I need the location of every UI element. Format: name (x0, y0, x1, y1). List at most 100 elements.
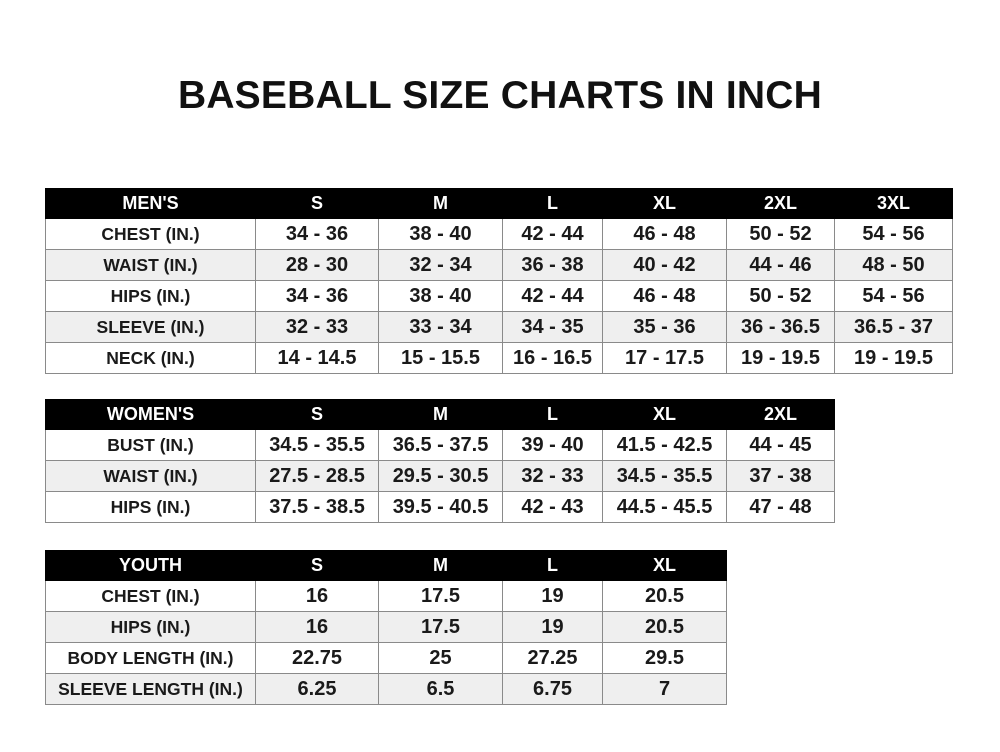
measurement-label: CHEST (IN.) (45, 580, 256, 612)
size-value: 34.5 - 35.5 (255, 429, 379, 461)
womens-size-table: WOMEN'S S M L XL 2XL BUST (IN.) 34.5 - 35.5 36.5… (45, 399, 835, 523)
size-value: 15 - 15.5 (378, 342, 503, 374)
table-row: WAIST (IN.) 28 - 30 32 - 34 36 - 38 40 - 42 4… (45, 249, 953, 281)
size-value: 22.75 (255, 642, 379, 674)
table-row: SLEEVE LENGTH (IN.) 6.25 6.5 6.75 7 (45, 673, 727, 705)
size-header: M (378, 188, 503, 219)
table-row: BUST (IN.) 34.5 - 35.5 36.5 - 37.5 39 - 40 4… (45, 429, 835, 461)
table-row: CHEST (IN.) 16 17.5 19 20.5 (45, 580, 727, 612)
size-value: 47 - 48 (726, 491, 835, 523)
size-value: 39 - 40 (502, 429, 603, 461)
page-title: BASEBALL SIZE CHARTS IN INCH (177, 74, 823, 117)
size-value: 33 - 34 (378, 311, 503, 343)
size-value: 50 - 52 (726, 280, 835, 312)
measurement-label: BUST (IN.) (45, 429, 256, 461)
measurement-label: BODY LENGTH (IN.) (45, 642, 256, 674)
size-value: 6.75 (502, 673, 603, 705)
size-value: 36.5 - 37 (834, 311, 953, 343)
size-header: S (255, 188, 379, 219)
size-value: 28 - 30 (255, 249, 379, 281)
size-value: 19 - 19.5 (834, 342, 953, 374)
size-header: 3XL (834, 188, 953, 219)
table-row: HIPS (IN.) 34 - 36 38 - 40 42 - 44 46 - 48 50… (45, 280, 953, 312)
size-value: 17.5 (378, 580, 503, 612)
size-value: 32 - 34 (378, 249, 503, 281)
size-value: 20.5 (602, 611, 727, 643)
size-value: 34 - 35 (502, 311, 603, 343)
size-value: 16 (255, 611, 379, 643)
size-value: 39.5 - 40.5 (378, 491, 503, 523)
size-header: L (502, 550, 603, 581)
size-header: XL (602, 188, 727, 219)
size-value: 36 - 36.5 (726, 311, 835, 343)
table-row: HIPS (IN.) 16 17.5 19 20.5 (45, 611, 727, 643)
category-header: WOMEN'S (45, 399, 256, 430)
size-value: 37.5 - 38.5 (255, 491, 379, 523)
size-header: 2XL (726, 399, 835, 430)
size-value: 32 - 33 (502, 460, 603, 492)
measurement-label: SLEEVE (IN.) (45, 311, 256, 343)
size-value: 46 - 48 (602, 280, 727, 312)
size-value: 34 - 36 (255, 280, 379, 312)
table-row: SLEEVE (IN.) 32 - 33 33 - 34 34 - 35 35 - 36… (45, 311, 953, 343)
size-header: L (502, 399, 603, 430)
measurement-label: NECK (IN.) (45, 342, 256, 374)
size-value: 44 - 45 (726, 429, 835, 461)
size-value: 34 - 36 (255, 218, 379, 250)
size-value: 19 - 19.5 (726, 342, 835, 374)
size-value: 16 - 16.5 (502, 342, 603, 374)
size-value: 54 - 56 (834, 280, 953, 312)
table-row: HIPS (IN.) 37.5 - 38.5 39.5 - 40.5 42 - 43 4… (45, 491, 835, 523)
size-header: S (255, 399, 379, 430)
size-value: 6.5 (378, 673, 503, 705)
size-value: 40 - 42 (602, 249, 727, 281)
size-value: 32 - 33 (255, 311, 379, 343)
size-value: 54 - 56 (834, 218, 953, 250)
size-value: 17 - 17.5 (602, 342, 727, 374)
table-row: NECK (IN.) 14 - 14.5 15 - 15.5 16 - 16.5 17 … (45, 342, 953, 374)
size-value: 48 - 50 (834, 249, 953, 281)
size-value: 42 - 44 (502, 218, 603, 250)
youth-size-table: YOUTH S M L XL CHEST (IN.) 16 17.5 19 20.5 HIPS (I… (45, 550, 727, 705)
size-header: M (378, 550, 503, 581)
size-value: 46 - 48 (602, 218, 727, 250)
measurement-label: WAIST (IN.) (45, 460, 256, 492)
size-header: S (255, 550, 379, 581)
measurement-label: WAIST (IN.) (45, 249, 256, 281)
measurement-label: SLEEVE LENGTH (IN.) (45, 673, 256, 705)
size-value: 36 - 38 (502, 249, 603, 281)
size-header: M (378, 399, 503, 430)
size-value: 35 - 36 (602, 311, 727, 343)
header-row: YOUTH S M L XL (45, 550, 727, 581)
size-value: 36.5 - 37.5 (378, 429, 503, 461)
table-row: BODY LENGTH (IN.) 22.75 25 27.25 29.5 (45, 642, 727, 674)
size-value: 19 (502, 611, 603, 643)
table-row: CHEST (IN.) 34 - 36 38 - 40 42 - 44 46 - 48 5… (45, 218, 953, 250)
size-header: XL (602, 399, 727, 430)
size-value: 38 - 40 (378, 218, 503, 250)
size-header: XL (602, 550, 727, 581)
size-value: 27.25 (502, 642, 603, 674)
size-header: L (502, 188, 603, 219)
size-value: 16 (255, 580, 379, 612)
category-header: YOUTH (45, 550, 256, 581)
measurement-label: HIPS (IN.) (45, 280, 256, 312)
size-value: 29.5 (602, 642, 727, 674)
mens-size-table: MEN'S S M L XL 2XL 3XL CHEST (IN.) 34 - 36 38 - 4… (45, 188, 953, 374)
size-value: 34.5 - 35.5 (602, 460, 727, 492)
size-value: 17.5 (378, 611, 503, 643)
size-value: 20.5 (602, 580, 727, 612)
category-header: MEN'S (45, 188, 256, 219)
measurement-label: HIPS (IN.) (45, 611, 256, 643)
size-header: 2XL (726, 188, 835, 219)
size-value: 29.5 - 30.5 (378, 460, 503, 492)
size-value: 25 (378, 642, 503, 674)
size-value: 41.5 - 42.5 (602, 429, 727, 461)
size-value: 50 - 52 (726, 218, 835, 250)
size-value: 7 (602, 673, 727, 705)
header-row: WOMEN'S S M L XL 2XL (45, 399, 835, 430)
size-value: 38 - 40 (378, 280, 503, 312)
header-row: MEN'S S M L XL 2XL 3XL (45, 188, 953, 219)
size-value: 44.5 - 45.5 (602, 491, 727, 523)
size-value: 14 - 14.5 (255, 342, 379, 374)
